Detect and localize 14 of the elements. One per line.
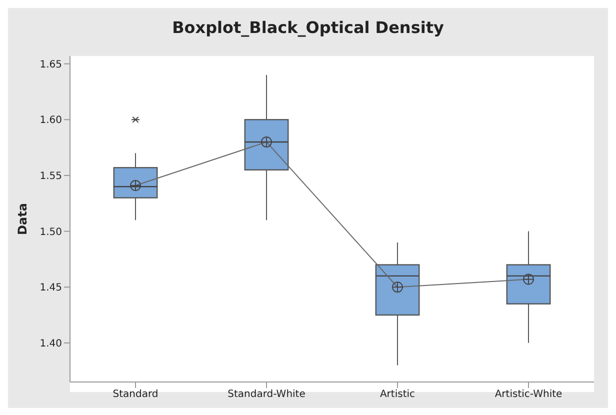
x-tick-label: Artistic	[380, 389, 416, 400]
y-axis-title: Data	[15, 203, 30, 235]
y-tick-label: 1.40	[40, 338, 62, 350]
chart-title: Boxplot_Black_Optical Density	[171, 17, 445, 39]
x-tick-label: Standard	[112, 389, 158, 400]
y-tick-label: 1.65	[40, 59, 62, 70]
x-tick-label: Standard-White	[228, 389, 306, 400]
y-tick-label: 1.50	[40, 226, 62, 238]
point	[392, 282, 403, 293]
y-tick-label: 1.45	[40, 282, 62, 294]
point	[261, 136, 272, 148]
y-tick-label: 1.60	[40, 115, 62, 126]
y-tick-label: 1.55	[40, 171, 62, 182]
x-tick-label: Artistic-White	[494, 389, 562, 400]
